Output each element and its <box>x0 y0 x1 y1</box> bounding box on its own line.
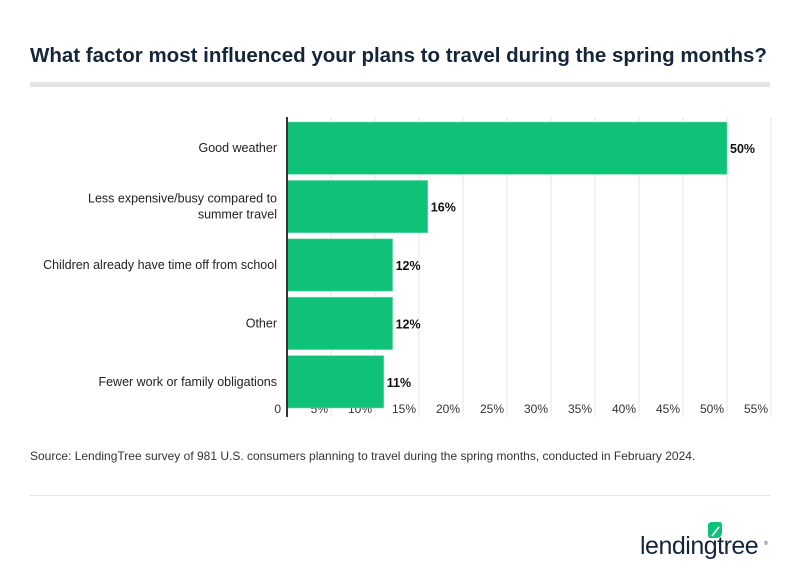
data-label: 12% <box>396 259 421 273</box>
x-tick-label: 40% <box>612 402 636 416</box>
x-tick-label: 20% <box>436 402 460 416</box>
x-tick-label: 0 <box>274 402 281 416</box>
x-tick-label: 55% <box>744 402 768 416</box>
svg-text:lendingtree: lendingtree <box>640 532 758 560</box>
leaf-icon <box>708 522 722 538</box>
category-label: summer travel <box>198 208 277 222</box>
category-label: Good weather <box>198 141 277 155</box>
bar <box>286 180 429 234</box>
bar <box>286 238 393 292</box>
data-label: 11% <box>387 376 411 390</box>
x-tick-label: 45% <box>656 402 680 416</box>
category-label: Less expensive/busy compared to <box>88 192 277 206</box>
data-label: 50% <box>730 142 755 156</box>
x-tick-label: 50% <box>700 402 724 416</box>
x-tick-label: 35% <box>568 402 592 416</box>
lendingtree-logo: lendingtree ® <box>640 518 770 568</box>
bar <box>286 355 385 409</box>
bar <box>286 296 393 350</box>
category-label: Fewer work or family obligations <box>98 375 277 389</box>
footer-divider <box>30 495 770 496</box>
chart-title: What factor most influenced your plans t… <box>30 44 767 67</box>
bar <box>286 121 728 175</box>
x-tick-label: 15% <box>392 402 416 416</box>
bar-chart: 0 5% 10% 15% 20% 25% 30% 35% 40% 45% 50% 55%50%Good… <box>43 117 772 417</box>
data-label: 16% <box>431 201 456 215</box>
x-tick-label: 25% <box>480 402 504 416</box>
svg-text:®: ® <box>764 540 768 547</box>
category-label: Other <box>246 316 277 330</box>
data-label: 12% <box>396 317 421 331</box>
x-tick-label: 30% <box>524 402 548 416</box>
category-label: Children already have time off from scho… <box>43 258 277 272</box>
source-note: Source: LendingTree survey of 981 U.S. c… <box>30 449 696 463</box>
title-divider <box>30 82 770 87</box>
